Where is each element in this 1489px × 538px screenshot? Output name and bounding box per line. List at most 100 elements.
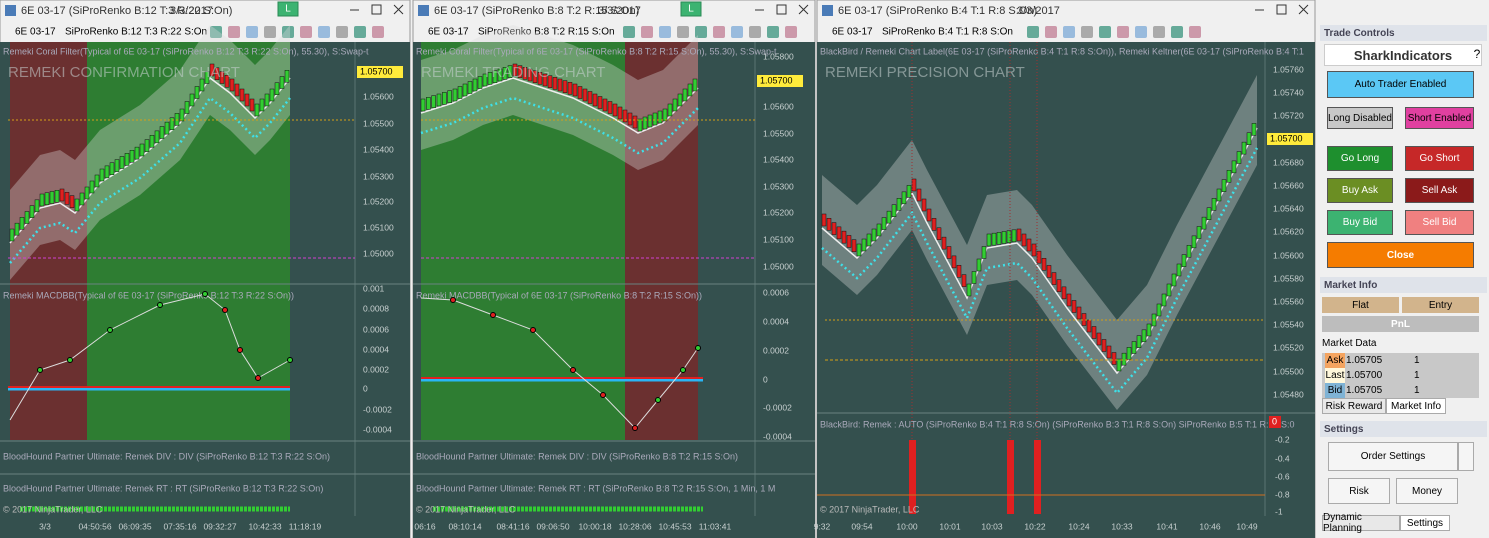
tab[interactable]: Risk Reward (1322, 398, 1386, 414)
brick (492, 70, 498, 83)
brick (447, 90, 452, 103)
brick (537, 72, 543, 85)
brick (1116, 358, 1122, 372)
brick (219, 71, 225, 84)
brick (921, 198, 927, 212)
toolbar-icon (731, 26, 743, 38)
brick (1096, 332, 1102, 346)
risk-button[interactable]: Risk (1328, 478, 1390, 504)
window-date: 3/3/2017 (1017, 5, 1060, 17)
order-settings-button[interactable]: Order Settings (1328, 442, 1458, 471)
brick (911, 178, 917, 192)
instrument[interactable]: 6E 03-17 (832, 27, 873, 38)
maximize[interactable] (1276, 4, 1287, 15)
lower-tick-label: -0.4 (1275, 453, 1290, 463)
current-price: 1.05700 (360, 66, 393, 76)
brick (19, 217, 25, 230)
brick (1066, 293, 1072, 307)
brick (826, 218, 832, 231)
long-state-button[interactable]: Long Disabled (1327, 107, 1393, 129)
go-short-button[interactable]: Go Short (1405, 146, 1474, 171)
tab[interactable]: Settings (1400, 515, 1450, 531)
brick (906, 185, 912, 198)
short-state-button[interactable]: Short Enabled (1405, 107, 1474, 129)
current-price: 1.05700 (760, 75, 793, 85)
time-axis (413, 516, 815, 538)
maximize[interactable] (371, 4, 382, 15)
brick (1001, 231, 1007, 244)
sell-ask-button[interactable]: Sell Ask (1405, 178, 1474, 203)
tab[interactable]: Dynamic Planning (1322, 512, 1400, 534)
money-button[interactable]: Money (1396, 478, 1458, 504)
instrument[interactable]: 6E 03-17 (428, 27, 469, 38)
close-button[interactable]: Close (1327, 242, 1474, 268)
price-tick-label: 1.05000 (363, 248, 394, 258)
brick (259, 98, 265, 112)
toolbar-icon (1153, 26, 1165, 38)
brick (1206, 207, 1212, 220)
close[interactable] (1298, 4, 1309, 15)
brick (426, 97, 431, 110)
brick (522, 67, 528, 80)
dropdown[interactable] (1458, 442, 1474, 471)
current-price: 1.05700 (1270, 133, 1303, 143)
period[interactable]: SiProRenko B:8 T:2 R:15 S:On (478, 27, 615, 38)
toolbar-icon (318, 26, 330, 38)
help[interactable]: ? (1473, 47, 1481, 61)
brick (617, 106, 623, 120)
signal-bar (1034, 440, 1041, 514)
brick (1246, 132, 1252, 145)
macd-dot (37, 367, 43, 373)
buy-bid-button[interactable]: Buy Bid (1327, 210, 1393, 235)
brick (472, 78, 478, 92)
brick (587, 91, 593, 104)
time-tick-label: 11:03:41 (699, 521, 732, 531)
macd-tick-label: 0.0002 (763, 345, 789, 355)
brick (159, 126, 165, 139)
toolbar-icon (1189, 26, 1201, 38)
auto-trader-button[interactable]: Auto Trader Enabled (1327, 71, 1474, 98)
period[interactable]: SiProRenko B:12 T:3 R:22 S:On (65, 27, 207, 38)
macd-tick-label: 0.0008 (363, 303, 389, 313)
brick (477, 76, 483, 89)
lower-tick-label: -0.6 (1275, 471, 1290, 481)
macd-tick-label: -0.0004 (763, 431, 792, 441)
brick (632, 115, 638, 129)
toolbar-icon (659, 26, 671, 38)
instrument[interactable]: 6E 03-17 (15, 27, 56, 38)
entry: Entry (1402, 297, 1479, 313)
brick (114, 159, 120, 172)
row-label: Bid (1325, 383, 1345, 398)
brick (901, 191, 907, 205)
price-tick-label: 1.05540 (1273, 319, 1304, 329)
time-tick-label: 10:45:53 (658, 521, 691, 531)
brick (507, 65, 513, 78)
brick (1136, 335, 1142, 348)
brick (1046, 265, 1052, 278)
brick (1131, 341, 1137, 354)
toolbar-icon (1081, 26, 1093, 38)
tab[interactable]: Market Info (1386, 398, 1446, 414)
toolbar-icon (623, 26, 635, 38)
current-price-box (1267, 133, 1313, 145)
macd-dot (107, 327, 113, 333)
sell-bid-button[interactable]: Sell Bid (1405, 210, 1474, 235)
brick (1086, 319, 1092, 333)
indicator-label: Remeki Coral Filter(Typical of 6E 03-17 … (3, 46, 369, 56)
price-tick-label: 1.05580 (1273, 273, 1304, 283)
brick (104, 165, 110, 179)
brick (1126, 347, 1132, 360)
close[interactable] (798, 4, 809, 15)
brick (821, 213, 827, 227)
close[interactable] (393, 4, 404, 15)
toolbar-icon (1171, 26, 1183, 38)
row-size: 1 (1414, 355, 1420, 366)
brick (1016, 228, 1022, 242)
period[interactable]: SiProRenko B:4 T:1 R:8 S:On (882, 27, 1013, 38)
go-long-button[interactable]: Go Long (1327, 146, 1393, 171)
maximize[interactable] (776, 4, 787, 15)
buy-ask-button[interactable]: Buy Ask (1327, 178, 1393, 203)
toolbar-icon (713, 26, 725, 38)
macd-dot (287, 357, 293, 363)
brick (637, 118, 643, 132)
